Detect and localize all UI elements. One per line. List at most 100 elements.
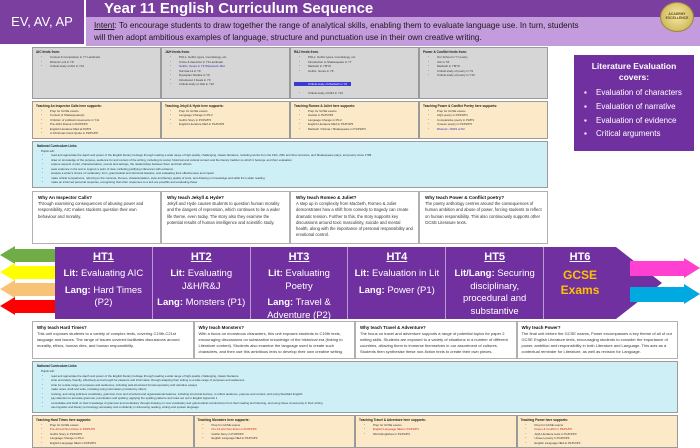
info-box-item: English Literature NEA at P2/P3 — [36, 127, 157, 132]
nc-link-item: seek evidence in the text to support a p… — [37, 167, 543, 172]
half-term-topic: Hard Times (P2) — [90, 284, 142, 309]
rationale-body: A step up in complexity from Macbeth, Ro… — [296, 201, 413, 238]
top-detail-section: AIC feeds from:Context & Comparison in Y… — [0, 44, 700, 244]
half-term-cell-ht2[interactable]: HT2 Lit: Evaluating J&H/R&J Lang: Monsters… — [153, 246, 251, 319]
progress-arrows-left — [0, 246, 58, 317]
info-box: AIC feeds from:Context & Comparison in Y… — [32, 47, 161, 99]
half-term-cell-ht1[interactable]: HT1 Lit: Evaluating AIC Lang: Hard Times (… — [55, 246, 153, 319]
arrow-yellow — [0, 263, 58, 282]
intent-text: : To encourage students to draw together… — [94, 21, 579, 42]
rationale-box: Why teach Jekyll & Hyde? Jekyll and Hyde … — [161, 190, 290, 244]
half-term-cell-ht5[interactable]: HT5 Lit/Lang: Securing disciplinary, proc… — [446, 246, 545, 330]
half-term-topic: Monsters (P1) — [183, 297, 246, 309]
rationale-title: Why teach Hard Times? — [37, 324, 87, 330]
half-term-line: Lit: Evaluating Poetry — [255, 268, 344, 294]
half-term-cell-ht3[interactable]: HT3 Lit: Evaluating Poetry Lang: Travel & … — [251, 246, 349, 321]
info-box-item: English Literature NEA in P1/P2/P3 — [294, 122, 415, 127]
info-box-item: Pre-1914 Drama in P2/P1/P0 — [36, 122, 157, 127]
half-term-subject-prefix: Lit: — [63, 267, 79, 279]
nc-links-top: National Curriculum Links Pupils will: r… — [32, 140, 548, 188]
info-box: Power & Conflict feeds from:Our School i… — [419, 47, 548, 99]
info-box-item: Prep for GCSE exams — [423, 109, 544, 114]
info-box-item: Rhetoric / WW1 at P2 — [423, 127, 544, 132]
half-term-subject-prefix: Lang: — [267, 297, 294, 309]
rationale-box: Why An Inspector Calls? Through examining… — [32, 190, 161, 244]
info-box-item: Prep for GCSE exams — [165, 109, 286, 114]
arrow-cyan — [630, 283, 700, 304]
intent-label: Intent — [94, 21, 115, 30]
nc-link-item: consolidate and build on their knowledge… — [37, 401, 673, 406]
info-box-item: POLL: Gothic types, inventiology, etc. — [294, 55, 415, 60]
info-box-item: POLL: Gothic types, inventiology, etc. — [165, 55, 286, 60]
sidebar-bullet-item: ▪ Evaluation of narrative — [580, 102, 688, 113]
half-term-subject-prefix: Lit: — [268, 267, 283, 279]
arrow-magenta — [630, 257, 700, 278]
sidebar-bullet-label: Evaluation of evidence — [596, 115, 677, 125]
half-term-subject-prefix: Lang: — [157, 297, 183, 309]
half-term-label: HT6 — [569, 250, 591, 263]
nc-link-item: write for a wide range of purposes and a… — [37, 383, 673, 388]
rationale-row-top: Why An Inspector Calls? Through examining… — [32, 190, 548, 244]
info-box: Teaching Monsters here supports:Prep for… — [193, 414, 355, 448]
arrow-red — [0, 297, 58, 316]
info-box-title: Teaching Travel & Adventure here support… — [359, 417, 426, 422]
half-term-line: Lit: Evaluation in Lit — [355, 268, 440, 281]
nc-link-item: draw on knowledge of the purpose, audien… — [37, 158, 543, 163]
info-box-item: Unseen poetry in P1/P2/P3 — [521, 436, 675, 441]
nc-links-top-title: National Curriculum Links — [37, 143, 77, 148]
info-box-item: Critical study of AIC in Y10 — [36, 64, 157, 69]
nc-link-item: write accurately, fluently, effectively … — [37, 378, 673, 383]
sidebar-bullet-item: ▪ Evaluation of evidence — [580, 116, 688, 127]
half-term-subject-prefix: Lit: — [170, 267, 186, 279]
school-logo-icon: ACADEMY EXCELLENCE — [660, 2, 694, 32]
info-box: Teaching Power & Conflict Poetry here su… — [419, 100, 548, 139]
info-box-item: English Language NEA in P1/P2/P3 — [521, 441, 675, 446]
info-box-item: English Literature NEA in P1/P2/P3 — [165, 122, 286, 127]
page-title: Year 11 English Curriculum Sequence — [104, 0, 374, 17]
nc-link-item: revising, and using judicious vocabulary… — [37, 392, 673, 397]
info-box-item: English Language NEA in P1/P2/P3 — [36, 441, 190, 446]
info-box-item: Power & Conflict in P2/P1/P0 — [521, 427, 675, 432]
half-term-sequence: HT1 Lit: Evaluating AIC Lang: Hard Times (… — [0, 246, 700, 330]
rationale-body: The focus on travel and adventure suppor… — [360, 331, 508, 355]
nc-link-item: make notes, draft and write, including u… — [37, 387, 673, 392]
half-term-label: HT4 — [386, 250, 408, 263]
info-box-item: A Christmas Carol Quote in P2/P1/P0 — [36, 131, 157, 136]
info-box-item: AQA Literature texts in P1/P2/P3 — [521, 432, 675, 437]
nc-link-item: read and appreciate the depth and power … — [37, 153, 543, 158]
nc-link-item: explore aspects of plot, characterisatio… — [37, 162, 543, 167]
rationale-title: Why teach Monsters? — [198, 324, 244, 330]
info-box-item: Context of Shakespeare(s) — [36, 113, 157, 118]
rationale-body: Through examining consequences of abusin… — [38, 201, 144, 219]
info-box: J&H feeds from:POLL: Gothic types, inven… — [161, 47, 290, 99]
info-box-item: Prep for GCSE exams — [521, 423, 675, 428]
info-box-item: Criticism of political movements in Y11 — [36, 118, 157, 123]
info-box-item: Critical study of J&H in Y10 — [165, 82, 286, 87]
info-box: Teaching An Inspector Calls here support… — [32, 100, 161, 139]
nc-links-top-items: read and appreciate the depth and power … — [37, 153, 543, 185]
half-term-cell-ht6[interactable]: HT6 GCSE Exams — [544, 247, 616, 319]
rationale-title: Why An Inspector Calls? — [38, 194, 92, 200]
rationale-box: Why teach Travel & Adventure? The focus o… — [355, 320, 517, 360]
half-term-cell-ht4[interactable]: HT4 Lit: Evaluation in Lit Lang: Power (P1… — [348, 246, 447, 319]
info-box: R&J feeds from:POLL: Gothic types, inven… — [290, 47, 419, 99]
intent-statement: Intent: To encourage students to draw to… — [86, 17, 700, 46]
arrow-green — [0, 246, 58, 265]
rationale-title: Why teach Jekyll & Hyde? — [167, 194, 224, 200]
chevron-purple-icon — [616, 246, 662, 319]
rationale-box: Why teach Power? The final unit before th… — [516, 320, 678, 360]
info-box: Teaching Romeo & Juliet here supports:Pr… — [290, 100, 419, 139]
info-box-item: AQA poetry in P2/P3/P1 — [423, 113, 544, 118]
half-term-topic: Power (P1) — [384, 284, 435, 296]
info-box-item: Prep for GCSE exams — [198, 423, 352, 428]
bullet-icon: ▪ — [584, 129, 587, 139]
half-term-subject-prefix: Lit: — [354, 267, 370, 279]
info-box-title: Teaching Jekyll & Hyde here supports: — [165, 103, 224, 108]
nc-link-item: pay attention to accurate grammar, punct… — [37, 396, 673, 401]
nc-links-bottom-items: read and appreciate the depth and power … — [37, 374, 673, 410]
info-box-item: Gothic Story in P1/P2/P3 — [36, 432, 190, 437]
info-box-item: World Englishes in P1/P2/P3 — [359, 432, 513, 437]
literature-evaluation-sidebar: Literature Evaluation covers: ▪ Evaluatio… — [574, 55, 694, 152]
rationale-body: Jekyll and Hyde causes students to quest… — [167, 201, 280, 225]
half-term-label: HT3 — [288, 250, 310, 263]
